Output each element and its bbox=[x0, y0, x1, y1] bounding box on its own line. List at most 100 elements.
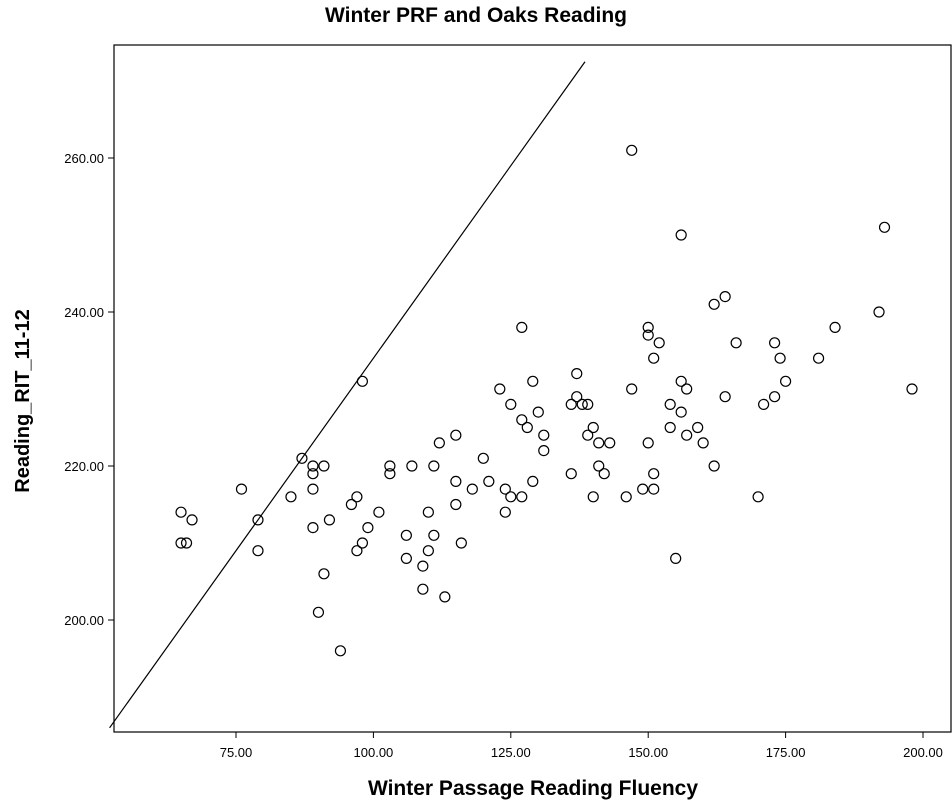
data-point bbox=[779, 375, 792, 387]
data-point bbox=[516, 414, 528, 426]
data-point bbox=[417, 583, 429, 595]
data-point bbox=[384, 468, 396, 480]
data-point bbox=[538, 429, 550, 441]
data-point bbox=[527, 375, 539, 387]
data-point bbox=[593, 460, 605, 472]
data-point bbox=[719, 391, 731, 403]
x-tick-label: 75.00 bbox=[220, 745, 253, 760]
data-point bbox=[450, 475, 462, 487]
data-point bbox=[571, 368, 583, 380]
data-point bbox=[428, 529, 440, 541]
data-point bbox=[235, 483, 248, 495]
data-point bbox=[499, 506, 511, 518]
x-tick-label: 125.00 bbox=[491, 745, 531, 760]
data-point bbox=[670, 552, 682, 565]
data-point bbox=[681, 429, 693, 441]
data-point bbox=[626, 144, 638, 156]
data-point bbox=[433, 437, 445, 449]
data-point bbox=[681, 383, 693, 395]
data-point bbox=[774, 352, 786, 364]
data-point bbox=[769, 391, 781, 403]
chart-title: Winter PRF and Oaks Reading bbox=[324, 4, 628, 27]
data-point bbox=[565, 398, 577, 410]
data-point bbox=[252, 545, 264, 557]
data-point bbox=[450, 498, 462, 511]
x-axis-label: Winter Passage Reading Fluency bbox=[367, 777, 699, 800]
data-point bbox=[285, 491, 297, 503]
data-point bbox=[307, 521, 319, 534]
x-tick-label: 175.00 bbox=[766, 745, 806, 760]
data-point bbox=[593, 437, 605, 449]
data-point bbox=[373, 506, 385, 518]
data-point bbox=[576, 398, 588, 410]
data-point bbox=[752, 491, 764, 503]
data-point bbox=[675, 375, 687, 387]
data-point bbox=[708, 298, 720, 310]
data-point bbox=[334, 645, 347, 657]
data-point bbox=[362, 521, 374, 534]
data-point bbox=[642, 329, 654, 341]
data-point bbox=[873, 306, 885, 318]
data-point bbox=[664, 421, 676, 434]
data-point bbox=[769, 337, 781, 349]
data-point bbox=[428, 460, 440, 472]
data-point bbox=[175, 537, 187, 549]
data-point bbox=[494, 383, 506, 395]
data-point bbox=[571, 391, 583, 403]
data-point bbox=[642, 437, 654, 449]
data-point bbox=[400, 552, 412, 565]
data-point bbox=[356, 375, 369, 387]
data-point bbox=[477, 452, 489, 464]
data-point bbox=[516, 491, 528, 503]
data-point bbox=[587, 421, 599, 434]
data-point bbox=[351, 491, 363, 503]
data-point bbox=[906, 383, 918, 395]
y-tick-label: 220.00 bbox=[64, 459, 104, 474]
data-point bbox=[587, 491, 599, 503]
data-point bbox=[664, 398, 676, 410]
data-point bbox=[307, 483, 319, 495]
points-layer bbox=[175, 144, 918, 657]
data-point bbox=[351, 545, 363, 557]
data-point bbox=[252, 514, 264, 526]
data-point bbox=[653, 337, 665, 349]
reference-line bbox=[109, 61, 586, 729]
axes-layer: 75.00 100.00 125.00 150.00 175.00 200.00 200.0… bbox=[64, 44, 952, 760]
data-point bbox=[417, 560, 429, 572]
data-point bbox=[719, 291, 731, 303]
data-point bbox=[296, 452, 308, 464]
x-tick-label: 200.00 bbox=[903, 745, 943, 760]
data-point bbox=[521, 421, 533, 434]
data-point bbox=[186, 514, 198, 526]
data-point bbox=[499, 483, 511, 495]
data-point bbox=[516, 321, 528, 333]
data-point bbox=[455, 537, 467, 549]
data-point bbox=[708, 460, 720, 472]
data-point bbox=[697, 437, 709, 449]
plot-frame bbox=[113, 44, 952, 733]
data-point bbox=[829, 321, 841, 333]
data-point bbox=[439, 591, 451, 603]
data-point bbox=[505, 398, 517, 410]
data-point bbox=[307, 460, 319, 472]
data-point bbox=[675, 406, 687, 418]
data-point bbox=[648, 352, 660, 364]
data-point bbox=[400, 529, 412, 541]
data-point bbox=[642, 321, 654, 333]
data-point bbox=[345, 498, 358, 511]
data-point bbox=[307, 468, 319, 480]
data-point bbox=[878, 221, 891, 233]
x-tick-label: 100.00 bbox=[354, 745, 394, 760]
data-point bbox=[637, 483, 649, 495]
data-point bbox=[422, 545, 434, 557]
data-point bbox=[532, 406, 544, 418]
data-point bbox=[422, 506, 434, 518]
reference-line-layer bbox=[109, 61, 586, 729]
data-point bbox=[565, 468, 577, 480]
data-point bbox=[175, 506, 187, 518]
data-point bbox=[406, 460, 418, 472]
data-point bbox=[582, 429, 594, 441]
data-point bbox=[648, 483, 660, 495]
data-point bbox=[527, 475, 539, 487]
data-point bbox=[318, 460, 330, 472]
